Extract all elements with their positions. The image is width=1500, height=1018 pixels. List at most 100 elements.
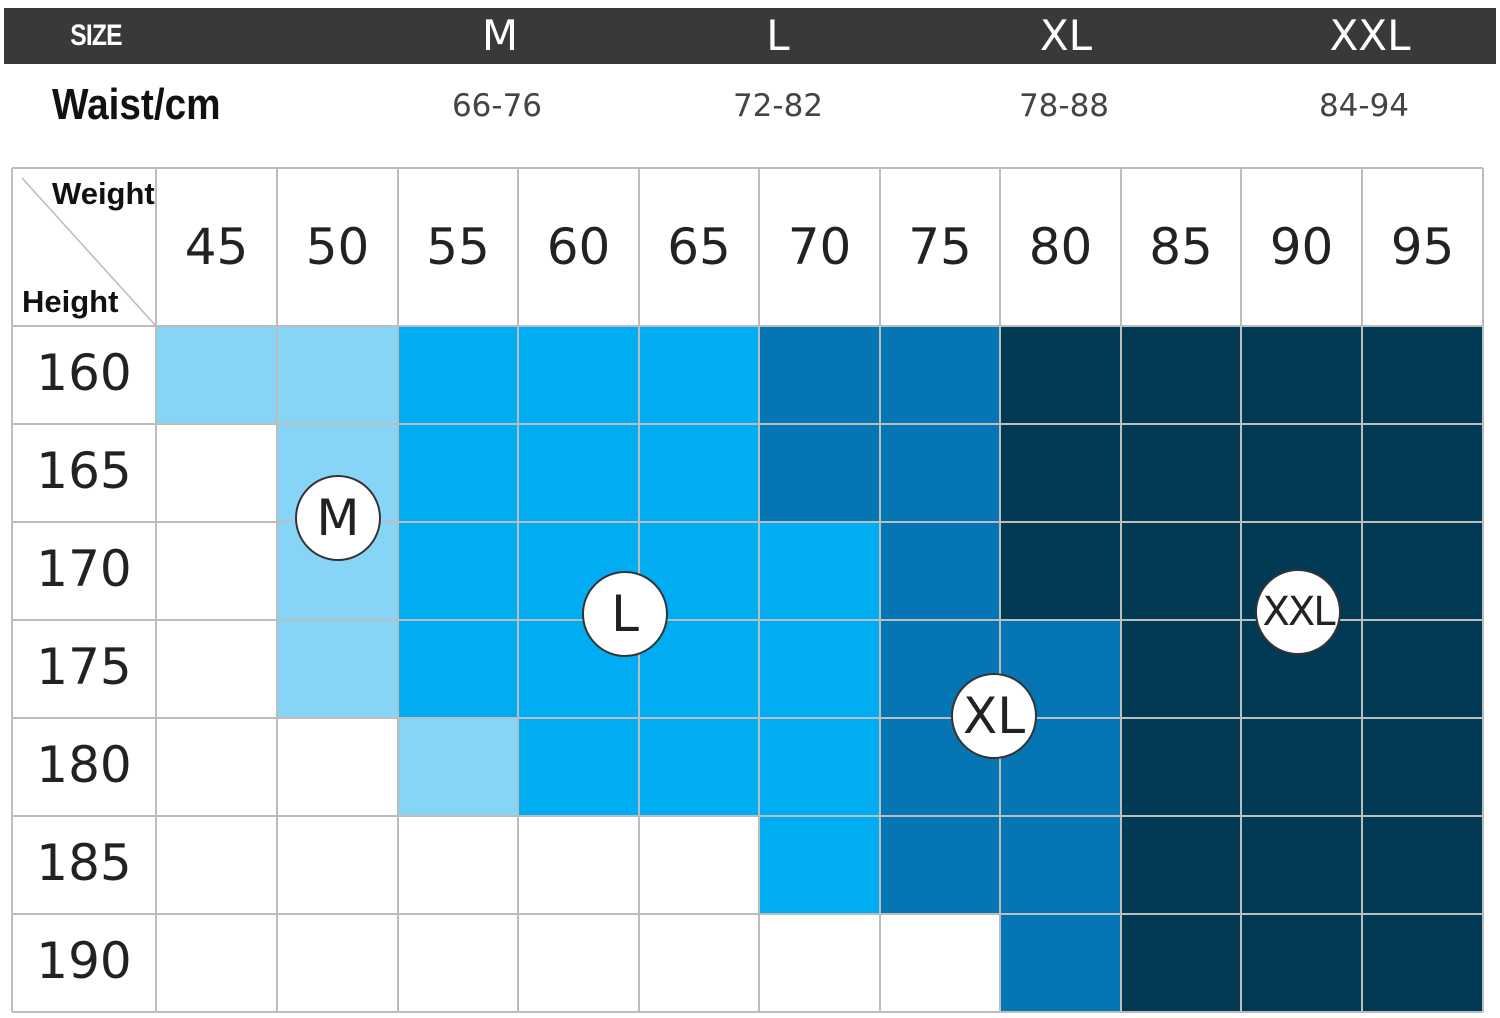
- grid-line: [12, 521, 1483, 523]
- height-label: 160: [36, 344, 132, 402]
- weight-label: 80: [1028, 218, 1093, 276]
- size-cell: [1000, 816, 1121, 914]
- size-cell: [1241, 326, 1362, 424]
- size-cell: [1000, 326, 1121, 424]
- waist-value-m: 66-76: [451, 88, 543, 124]
- size-cell: [518, 326, 639, 424]
- size-cell: [1000, 522, 1121, 620]
- waist-value-l: 72-82: [732, 88, 824, 124]
- size-cell: [1241, 816, 1362, 914]
- grid-line: [999, 168, 1001, 1012]
- weight-label: 85: [1149, 218, 1213, 276]
- size-cell: [398, 816, 518, 914]
- grid-line: [1240, 168, 1242, 1012]
- size-cell: [1121, 326, 1241, 424]
- size-header-label: SIZE: [70, 19, 122, 52]
- weight-label: 50: [305, 218, 370, 276]
- grid-line: [397, 168, 399, 1012]
- height-label: 185: [36, 834, 132, 892]
- size-cell: [518, 914, 639, 1012]
- size-cell: [398, 424, 518, 522]
- size-cell: [398, 522, 518, 620]
- weight-label: 95: [1390, 218, 1455, 276]
- size-cell: [156, 522, 277, 620]
- height-label: 165: [36, 442, 132, 500]
- size-cell: [1362, 816, 1483, 914]
- weight-label: 45: [184, 218, 249, 276]
- grid-line: [758, 168, 760, 1012]
- size-cell: [1362, 718, 1483, 816]
- size-cell: [639, 718, 759, 816]
- size-cell: [759, 424, 880, 522]
- size-cell: [1241, 914, 1362, 1012]
- size-cell: [398, 718, 518, 816]
- size-cell: [156, 326, 277, 424]
- size-cell: [1362, 326, 1483, 424]
- weight-label: 70: [787, 218, 852, 276]
- size-cell: [1362, 424, 1483, 522]
- size-cell: [518, 718, 639, 816]
- size-cell: [277, 816, 398, 914]
- size-badge-m: M: [295, 475, 381, 561]
- size-cell: [639, 326, 759, 424]
- size-cell: [759, 620, 880, 718]
- size-cell: [759, 816, 880, 914]
- size-cell: [156, 718, 277, 816]
- size-cell: [398, 914, 518, 1012]
- size-cell: [156, 816, 277, 914]
- size-cell: [398, 620, 518, 718]
- size-cell: [1000, 914, 1121, 1012]
- size-cell: [1241, 424, 1362, 522]
- grid-line: [12, 1011, 1483, 1013]
- grid-line: [12, 423, 1483, 425]
- size-header-xxl: XXL: [1329, 11, 1411, 60]
- size-cell: [759, 718, 880, 816]
- corner-weight-label: Weight: [52, 176, 155, 211]
- size-cell: [277, 620, 398, 718]
- size-header-xl: XL: [1039, 11, 1093, 60]
- size-cell: [156, 620, 277, 718]
- grid-line: [12, 815, 1483, 817]
- size-cell: [518, 424, 639, 522]
- grid-line: [12, 913, 1483, 915]
- size-cell: [639, 914, 759, 1012]
- grid-line: [12, 167, 1483, 169]
- waist-value-xl: 78-88: [1018, 88, 1110, 124]
- grid-line: [12, 619, 1483, 621]
- grid-line: [1361, 168, 1363, 1012]
- size-badge-xl: XL: [951, 673, 1037, 759]
- size-cell: [1000, 424, 1121, 522]
- grid-line: [517, 168, 519, 1012]
- grid-line: [1120, 168, 1122, 1012]
- corner-height-label: Height: [22, 284, 119, 319]
- size-cell: [518, 816, 639, 914]
- size-cell: [880, 326, 1000, 424]
- size-cell: [277, 718, 398, 816]
- weight-label: 65: [667, 218, 731, 276]
- grid-line: [1482, 168, 1484, 1012]
- height-label: 180: [36, 736, 132, 794]
- height-label: 175: [36, 638, 132, 696]
- weight-label: 55: [426, 218, 490, 276]
- size-cell: [880, 522, 1000, 620]
- height-label: 170: [36, 540, 132, 598]
- height-label: 190: [36, 932, 132, 990]
- grid-line: [12, 325, 1483, 327]
- waist-row: Waist/cm 66-76 72-82 78-88 84-94: [0, 70, 1500, 150]
- grid-line: [155, 168, 157, 1012]
- waist-value-xxl: 84-94: [1318, 88, 1410, 124]
- size-badge-xxl: XXL: [1255, 569, 1341, 655]
- size-cell: [1241, 718, 1362, 816]
- size-cell: [639, 816, 759, 914]
- size-cell: [880, 914, 1000, 1012]
- size-cell: [1121, 718, 1241, 816]
- weight-label: 75: [908, 218, 972, 276]
- grid-line: [879, 168, 881, 1012]
- waist-label: Waist/cm: [52, 80, 221, 129]
- size-cell: [639, 424, 759, 522]
- weight-label: 60: [546, 218, 611, 276]
- size-cell: [880, 816, 1000, 914]
- size-cell: [398, 326, 518, 424]
- size-cell: [1121, 914, 1241, 1012]
